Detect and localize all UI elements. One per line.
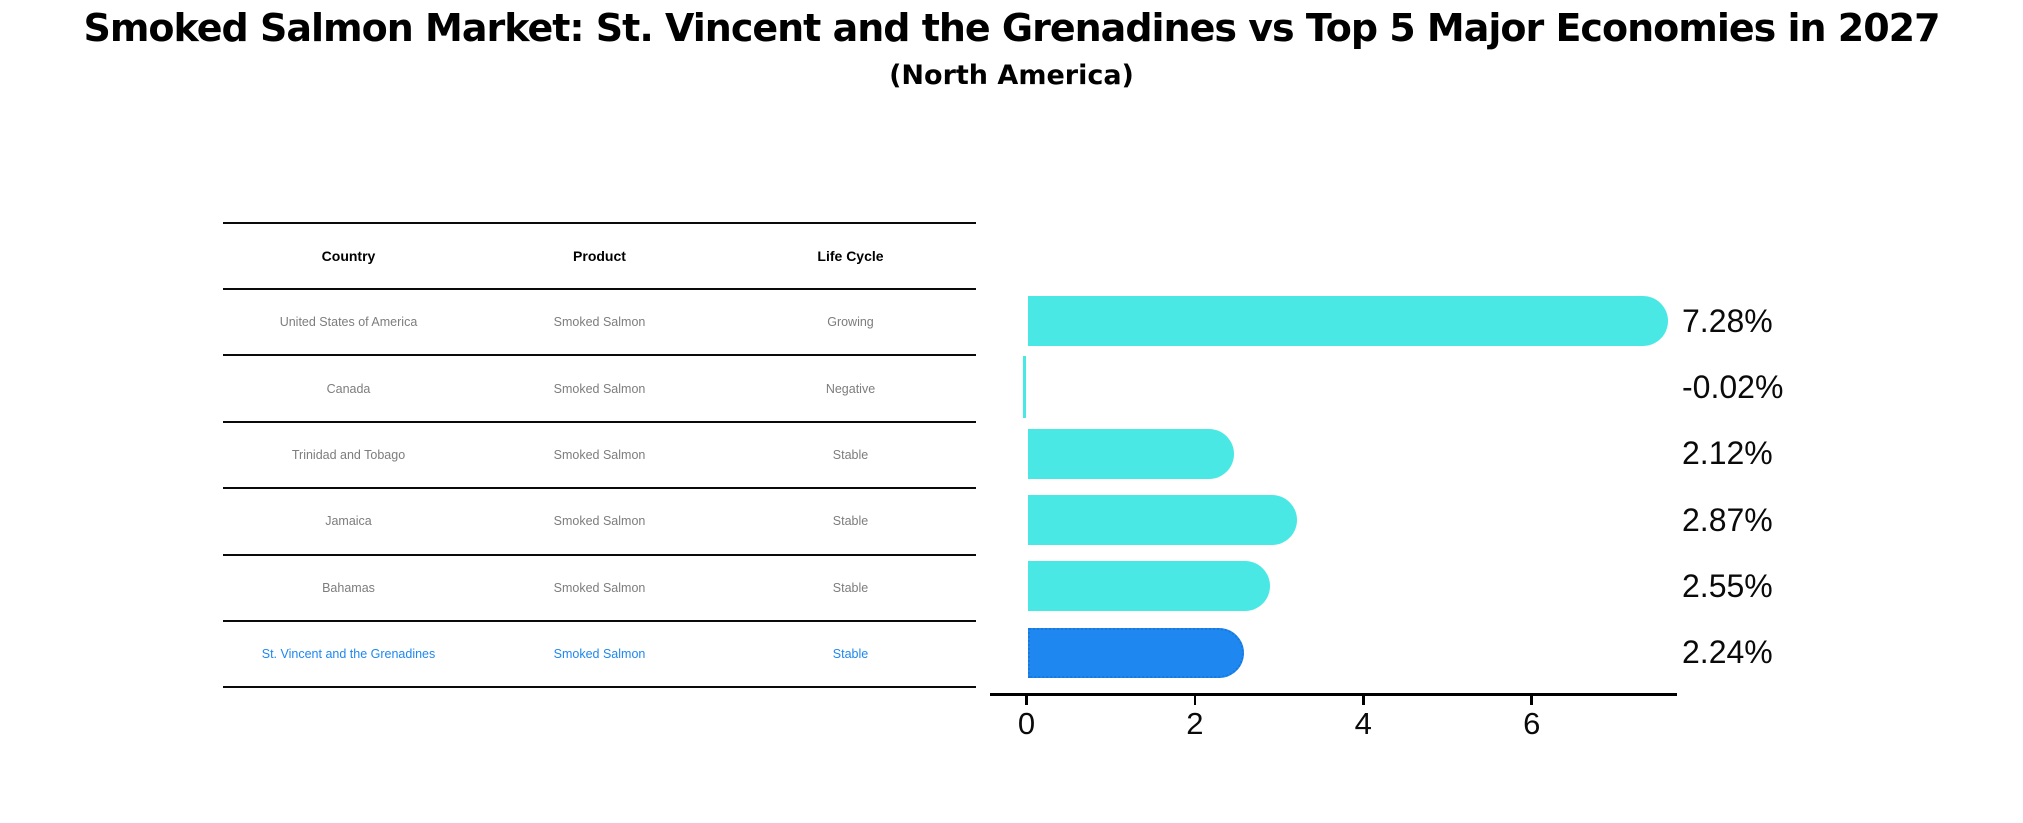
- chart-subtitle: (North America): [889, 60, 1134, 91]
- value-label: -0.02%: [1682, 368, 1784, 405]
- value-label: 2.87%: [1682, 501, 1773, 538]
- country-table: Country Product Life Cycle United States…: [223, 222, 976, 689]
- table-row: Bahamas Smoked Salmon Stable: [223, 556, 976, 622]
- bar-jamaica: [1028, 494, 1297, 545]
- cell-product: Smoked Salmon: [553, 580, 646, 595]
- bar-st-vincent-highlighted: [1028, 627, 1244, 678]
- value-label: 7.28%: [1682, 302, 1773, 339]
- bar-united-states: [1028, 296, 1668, 346]
- value-label: 2.24%: [1682, 634, 1773, 671]
- value-label: 2.55%: [1682, 567, 1773, 604]
- x-axis-tick: [1362, 696, 1365, 705]
- cell-country: Bahamas: [322, 580, 375, 595]
- x-axis-tick: [1530, 696, 1533, 705]
- bar-bahamas: [1028, 561, 1270, 612]
- cell-country: Jamaica: [325, 514, 372, 529]
- x-axis-tick-label: 0: [1017, 706, 1036, 741]
- table-row: Canada Smoked Salmon Negative: [223, 356, 976, 423]
- table-row: Jamaica Smoked Salmon Stable: [223, 489, 976, 556]
- col-header-product: Product: [573, 248, 626, 264]
- bar-trinidad-and-tobago: [1028, 428, 1234, 479]
- x-axis-tick-label: 4: [1354, 706, 1372, 741]
- cell-product: Smoked Salmon: [553, 447, 646, 462]
- cell-life-cycle: Stable: [832, 580, 869, 595]
- col-header-life-cycle: Life Cycle: [817, 248, 884, 264]
- table-row: United States of America Smoked Salmon G…: [223, 290, 976, 357]
- cell-country: Trinidad and Tobago: [291, 447, 406, 462]
- chart-title: Smoked Salmon Market: St. Vincent and th…: [83, 6, 1940, 50]
- cell-country: Canada: [326, 381, 371, 396]
- cell-country: United States of America: [279, 315, 418, 330]
- table-row-highlighted: St. Vincent and the Grenadines Smoked Sa…: [223, 622, 976, 689]
- x-axis: [990, 693, 1677, 696]
- table-row: Trinidad and Tobago Smoked Salmon Stable: [223, 423, 976, 490]
- cell-product: Smoked Salmon: [553, 381, 646, 396]
- table-header-row: Country Product Life Cycle: [223, 224, 976, 290]
- x-axis-tick-label: 6: [1523, 706, 1541, 741]
- x-axis-tick: [1025, 696, 1028, 705]
- cell-life-cycle: Growing: [827, 315, 874, 330]
- cell-life-cycle: Negative: [825, 381, 876, 396]
- col-header-country: Country: [321, 248, 376, 264]
- cell-life-cycle: Stable: [832, 514, 869, 529]
- cell-life-cycle: Stable: [832, 647, 869, 662]
- cell-product: Smoked Salmon: [553, 647, 646, 662]
- cell-product: Smoked Salmon: [553, 514, 646, 529]
- x-axis-tick: [1193, 696, 1197, 705]
- bar-canada: [1023, 356, 1027, 419]
- cell-product: Smoked Salmon: [553, 315, 646, 330]
- cell-life-cycle: Stable: [832, 447, 869, 462]
- x-axis-tick-label: 2: [1186, 706, 1204, 741]
- cell-country: St. Vincent and the Grenadines: [261, 647, 436, 662]
- value-label: 2.12%: [1682, 435, 1773, 472]
